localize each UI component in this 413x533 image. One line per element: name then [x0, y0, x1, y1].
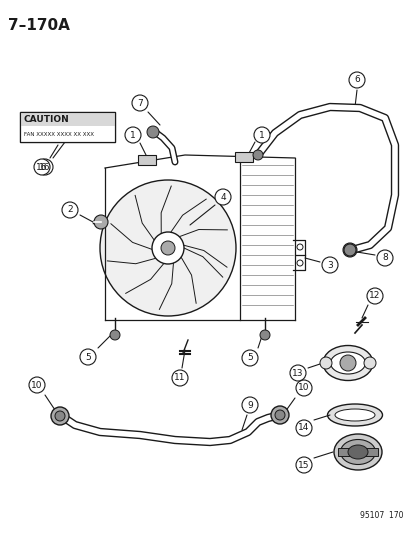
Circle shape	[214, 189, 230, 205]
Text: 7–170A: 7–170A	[8, 18, 70, 33]
Text: 14: 14	[298, 424, 309, 432]
Text: 4: 4	[220, 192, 225, 201]
Circle shape	[295, 380, 311, 396]
Text: 5: 5	[247, 353, 252, 362]
Bar	[20, 112, 115, 142]
Circle shape	[348, 72, 364, 88]
Ellipse shape	[333, 434, 381, 470]
Circle shape	[100, 180, 235, 316]
Text: 1: 1	[130, 131, 135, 140]
Circle shape	[242, 350, 257, 366]
Text: 16: 16	[39, 163, 51, 172]
Circle shape	[94, 215, 108, 229]
Ellipse shape	[327, 404, 382, 426]
Bar	[20, 112, 115, 126]
Bar	[20, 112, 115, 142]
Text: FAN XXXXX XXXX XX XXX: FAN XXXXX XXXX XX XXX	[24, 132, 94, 136]
Bar	[337, 448, 377, 456]
Circle shape	[62, 202, 78, 218]
Bar	[138, 155, 156, 165]
Circle shape	[242, 397, 257, 413]
Circle shape	[295, 457, 311, 473]
Circle shape	[132, 95, 147, 111]
Circle shape	[274, 410, 284, 420]
Circle shape	[259, 330, 269, 340]
Circle shape	[147, 126, 159, 138]
Text: 13: 13	[292, 368, 303, 377]
Text: 15: 15	[297, 461, 309, 470]
Circle shape	[366, 288, 382, 304]
Ellipse shape	[334, 409, 374, 421]
Circle shape	[29, 377, 45, 393]
Text: 10: 10	[31, 381, 43, 390]
Circle shape	[343, 244, 355, 256]
Text: 8: 8	[381, 254, 387, 262]
Ellipse shape	[339, 440, 375, 464]
Text: 16: 16	[36, 163, 47, 172]
Circle shape	[295, 420, 311, 436]
Circle shape	[125, 127, 141, 143]
Circle shape	[80, 349, 96, 365]
Bar	[235, 152, 252, 162]
Bar	[20, 112, 115, 142]
Text: 3: 3	[326, 261, 332, 270]
FancyBboxPatch shape	[20, 112, 115, 142]
Circle shape	[319, 357, 331, 369]
Text: 95107  170: 95107 170	[360, 511, 403, 520]
Text: 10: 10	[297, 384, 309, 392]
Circle shape	[252, 150, 262, 160]
Ellipse shape	[347, 445, 367, 459]
Text: 11: 11	[174, 374, 185, 383]
Circle shape	[161, 241, 175, 255]
Circle shape	[254, 127, 269, 143]
Text: 2: 2	[67, 206, 73, 214]
Circle shape	[110, 330, 120, 340]
Circle shape	[51, 407, 69, 425]
Text: 6: 6	[353, 76, 359, 85]
Circle shape	[342, 243, 356, 257]
Text: 1: 1	[259, 131, 264, 140]
Text: 7: 7	[137, 99, 142, 108]
Circle shape	[55, 411, 65, 421]
Circle shape	[321, 257, 337, 273]
Circle shape	[376, 250, 392, 266]
Circle shape	[171, 370, 188, 386]
Circle shape	[34, 159, 50, 175]
Circle shape	[363, 357, 375, 369]
Ellipse shape	[322, 345, 372, 381]
Text: 9: 9	[247, 400, 252, 409]
Circle shape	[271, 406, 288, 424]
Circle shape	[339, 355, 355, 371]
Text: 5: 5	[85, 352, 91, 361]
Ellipse shape	[330, 352, 365, 374]
Text: 12: 12	[368, 292, 380, 301]
Circle shape	[37, 159, 53, 175]
Circle shape	[152, 232, 183, 264]
Circle shape	[289, 365, 305, 381]
Text: CAUTION: CAUTION	[24, 116, 69, 125]
